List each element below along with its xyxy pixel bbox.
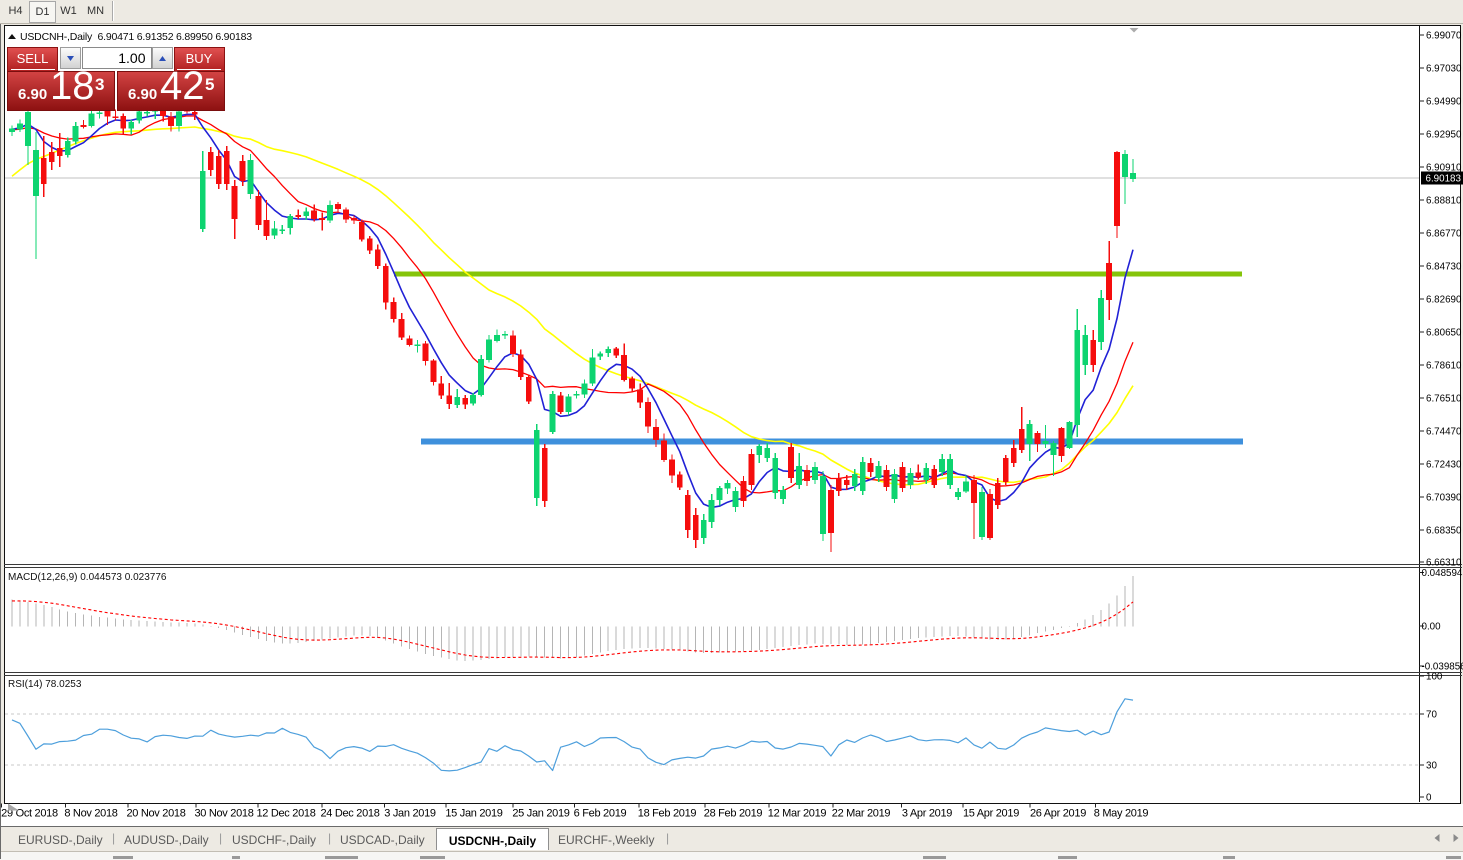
svg-text:24 Dec 2018: 24 Dec 2018 [320, 808, 379, 820]
svg-text:6.80650: 6.80650 [1426, 328, 1462, 339]
svg-text:6.76510: 6.76510 [1426, 394, 1462, 405]
svg-text:6.68350: 6.68350 [1426, 526, 1462, 537]
svg-text:6 Feb 2019: 6 Feb 2019 [574, 808, 627, 820]
svg-text:12 Mar 2019: 12 Mar 2019 [768, 808, 827, 820]
svg-text:6.94990: 6.94990 [1426, 97, 1462, 108]
svg-text:6.74470: 6.74470 [1426, 427, 1462, 438]
svg-text:30 Nov 2018: 30 Nov 2018 [194, 808, 253, 820]
svg-text:25 Jan 2019: 25 Jan 2019 [512, 808, 569, 820]
svg-text:6.72430: 6.72430 [1426, 460, 1462, 471]
svg-text:18 Feb 2019: 18 Feb 2019 [638, 808, 697, 820]
svg-text:100: 100 [1426, 672, 1443, 683]
svg-text:12 Dec 2018: 12 Dec 2018 [256, 808, 315, 820]
svg-text:6.66310: 6.66310 [1426, 558, 1462, 569]
svg-text:20 Nov 2018: 20 Nov 2018 [126, 808, 185, 820]
svg-text:8 Nov 2018: 8 Nov 2018 [64, 808, 117, 820]
svg-text:6.70390: 6.70390 [1426, 493, 1462, 504]
svg-text:15 Apr 2019: 15 Apr 2019 [963, 808, 1019, 820]
svg-text:0: 0 [1426, 793, 1432, 804]
svg-text:3 Jan 2019: 3 Jan 2019 [384, 808, 436, 820]
svg-text:8 May 2019: 8 May 2019 [1094, 808, 1149, 820]
svg-text:6.99070: 6.99070 [1426, 31, 1462, 42]
svg-text:6.92950: 6.92950 [1426, 130, 1462, 141]
svg-text:6.84730: 6.84730 [1426, 262, 1462, 273]
svg-text:26 Apr 2019: 26 Apr 2019 [1030, 808, 1086, 820]
svg-text:0.00: 0.00 [1422, 622, 1442, 633]
svg-text:30: 30 [1426, 761, 1437, 772]
svg-text:70: 70 [1426, 710, 1437, 721]
svg-text:15 Jan 2019: 15 Jan 2019 [445, 808, 502, 820]
svg-text:6.82690: 6.82690 [1426, 295, 1462, 306]
svg-text:0.048594: 0.048594 [1422, 568, 1463, 579]
svg-text:3 Apr 2019: 3 Apr 2019 [902, 808, 952, 820]
svg-text:28 Feb 2019: 28 Feb 2019 [704, 808, 763, 820]
svg-text:6.90183: 6.90183 [1426, 174, 1462, 185]
svg-text:6.78610: 6.78610 [1426, 361, 1462, 372]
svg-text:6.97030: 6.97030 [1426, 64, 1462, 75]
svg-text:22 Mar 2019: 22 Mar 2019 [832, 808, 891, 820]
svg-text:6.88810: 6.88810 [1426, 196, 1462, 207]
svg-text:6.86770: 6.86770 [1426, 229, 1462, 240]
